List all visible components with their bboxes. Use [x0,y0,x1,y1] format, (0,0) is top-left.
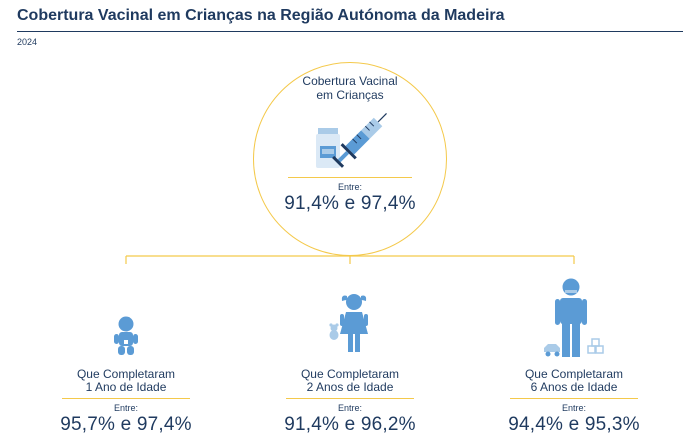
group-3-divider [510,398,638,399]
child-icon [544,278,604,357]
group-2-range-prefix: Entre: [337,403,362,413]
main-range-value: 91,4% e 97,4% [284,193,416,214]
group-1-label: Que Completaram 1 Ano de Idade [46,368,206,394]
group-2-range-value: 91,4% e 96,2% [284,414,416,435]
vaccine-syringe-vial-icon [316,113,387,168]
group-3-label-line2: 6 Anos de Idade [530,380,618,394]
group-2-divider [286,398,414,399]
group-3-range-value: 94,4% e 95,3% [508,414,640,435]
main-label-line1: Cobertura Vacinal [302,74,398,88]
group-2-label-line1: Que Completaram [300,367,400,381]
group-1-label-line2: 1 Ano de Idade [85,380,167,394]
main-label: Cobertura Vacinal em Crianças [275,74,425,102]
group-1-divider [62,398,190,399]
main-label-line2: em Crianças [316,88,384,102]
main-range-prefix: Entre: [337,182,362,192]
baby-icon [114,316,138,355]
toddler-girl-icon [329,294,368,352]
group-1-range-prefix: Entre: [113,403,138,413]
group-3-label-line1: Que Completaram [524,367,624,381]
year-label: 2024 [17,37,38,47]
page-title: Cobertura Vacinal em Crianças na Região … [17,7,505,24]
group-2-label-line2: 2 Anos de Idade [306,380,394,394]
group-3-range-prefix: Entre: [561,403,586,413]
group-2-label: Que Completaram 2 Anos de Idade [270,368,430,394]
group-3-label: Que Completaram 6 Anos de Idade [494,368,654,394]
main-divider [288,177,412,178]
title-divider [17,31,683,32]
group-1-label-line1: Que Completaram [76,367,176,381]
group-1-range-value: 95,7% e 97,4% [60,414,192,435]
